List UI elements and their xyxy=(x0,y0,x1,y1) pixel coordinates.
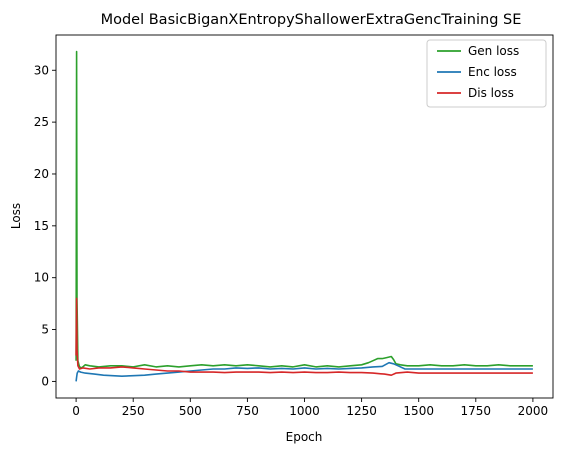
x-tick-label: 0 xyxy=(72,404,80,418)
y-tick-label: 20 xyxy=(34,167,49,181)
legend-label-1: Gen loss xyxy=(468,44,519,58)
legend: Gen loss Enc loss Dis loss xyxy=(426,39,547,108)
x-tick-label: 1250 xyxy=(346,404,377,418)
y-tick-label: 25 xyxy=(34,115,49,129)
chart-title: Model BasicBiganXEntropyShallowerExtraGe… xyxy=(101,12,522,28)
x-axis-title: Epoch xyxy=(286,430,323,444)
x-tick-label: 2000 xyxy=(518,404,549,418)
x-tick-label: 1500 xyxy=(403,404,434,418)
y-tick-label: 15 xyxy=(34,219,49,233)
x-tick-label: 1000 xyxy=(289,404,320,418)
x-axis: 0 250 500 750 1000 1250 1500 1750 2000 xyxy=(72,398,548,418)
x-tick-label: 750 xyxy=(236,404,259,418)
legend-label-2: Enc loss xyxy=(468,65,517,79)
series-line-2 xyxy=(75,361,533,382)
x-tick-label: 250 xyxy=(122,404,145,418)
y-axis-title: Loss xyxy=(9,203,23,229)
y-tick-label: 30 xyxy=(34,63,49,77)
y-axis: 0 5 10 15 20 25 30 xyxy=(34,63,56,388)
series-layer xyxy=(75,50,533,382)
series-line-3 xyxy=(75,297,533,377)
y-tick-label: 10 xyxy=(34,271,49,285)
x-tick-label: 500 xyxy=(179,404,202,418)
y-tick-label: 0 xyxy=(41,374,49,388)
legend-box xyxy=(426,39,547,108)
series-line-1 xyxy=(75,50,533,369)
x-tick-label: 1750 xyxy=(461,404,492,418)
y-tick-label: 5 xyxy=(41,323,49,337)
legend-label-3: Dis loss xyxy=(468,86,514,100)
